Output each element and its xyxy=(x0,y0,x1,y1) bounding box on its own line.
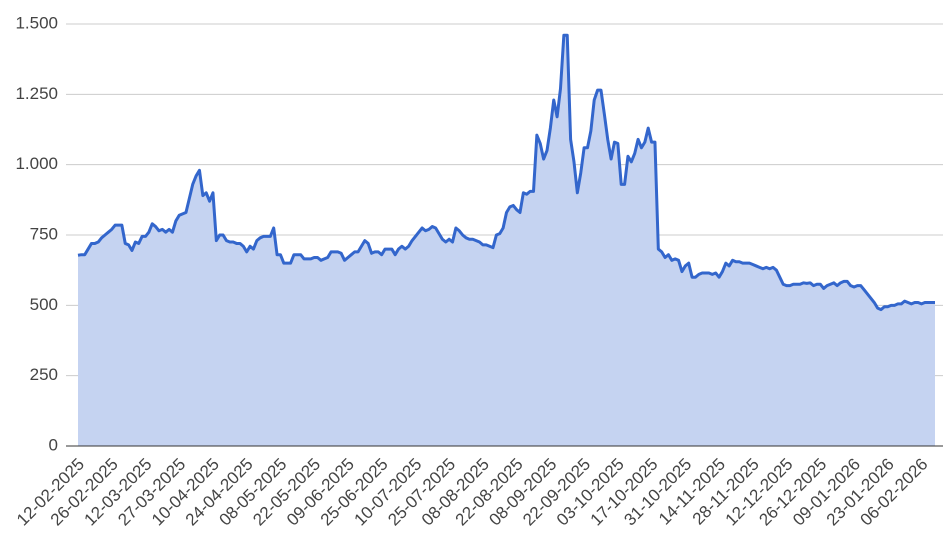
y-tick-label: 250 xyxy=(30,365,58,384)
y-tick-label: 1.500 xyxy=(15,13,58,32)
y-tick-label: 1.000 xyxy=(15,154,58,173)
line xyxy=(77,33,935,312)
y-tick-label: 750 xyxy=(30,224,58,243)
y-tick-label: 0 xyxy=(49,435,58,454)
area xyxy=(78,35,935,447)
y-tick-label: 1.250 xyxy=(15,84,58,103)
y-tick-label: 500 xyxy=(30,295,58,314)
